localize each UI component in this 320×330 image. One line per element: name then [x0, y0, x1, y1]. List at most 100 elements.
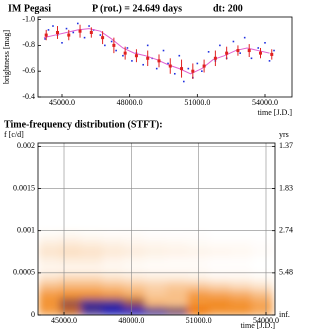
heatmap-cell [166, 239, 188, 249]
heatmap-cell [251, 281, 274, 291]
data-point [47, 29, 50, 31]
heatmap-cell [102, 230, 124, 240]
heatmap-cell [59, 298, 82, 308]
data-point [65, 27, 68, 30]
y2-tick-label: 1.83 [279, 183, 293, 192]
y-tick-label: 0.0015 [13, 183, 35, 192]
heatmap-cell [38, 264, 61, 274]
data-point [115, 49, 117, 52]
data-point [207, 51, 210, 53]
y-tick-label: -1.0 [22, 14, 35, 23]
data-point [44, 38, 46, 40]
x-axis-label: time [J.D.] [258, 108, 293, 117]
heatmap-cell [251, 255, 274, 265]
data-point [104, 44, 106, 47]
heatmap-cell [251, 239, 274, 249]
heatmap [38, 230, 274, 315]
heatmap-cell [102, 298, 124, 308]
y-tick-label: 0.001 [17, 226, 35, 235]
heatmap-cell [102, 264, 124, 274]
mean-point [146, 56, 150, 60]
mean-point [157, 59, 161, 63]
heatmap-cell [208, 298, 231, 308]
heatmap-cell [38, 230, 61, 240]
y-tick-label: -0.4 [22, 92, 35, 101]
heatmap-cell [251, 230, 274, 240]
data-point [72, 31, 75, 34]
heatmap-cell [230, 247, 252, 257]
heatmap-cell [123, 247, 146, 257]
mean-point [123, 51, 127, 55]
data-point [88, 25, 90, 27]
heatmap-cell [187, 298, 210, 308]
heatmap-cell [80, 255, 103, 265]
heatmap-cell [208, 272, 231, 282]
heatmap-cell [166, 298, 188, 308]
heatmap-cell [166, 230, 188, 240]
heatmap-cell [144, 281, 167, 291]
data-point [83, 36, 86, 39]
heatmap-cell [166, 281, 188, 291]
heatmap-cell [80, 281, 103, 291]
heatmap-cell [230, 230, 252, 240]
annotation: P (rot.) = 24.649 days [92, 3, 182, 14]
heatmap-cell [166, 255, 188, 265]
heatmap-cell [38, 255, 61, 265]
annotation: dt: 200 [213, 3, 243, 14]
heatmap-cell [230, 264, 252, 274]
mean-point [55, 30, 59, 34]
heatmap-cell [80, 298, 103, 308]
heatmap-cell [102, 281, 124, 291]
heatmap-cell [208, 264, 231, 274]
heatmap-cell [59, 247, 82, 257]
heatmap-cell [187, 289, 210, 299]
data-point [131, 60, 133, 62]
heatmap-cell [251, 247, 274, 257]
data-point [201, 70, 203, 72]
mean-point [168, 64, 172, 68]
x-tick-label: 54000.0 [253, 316, 279, 325]
heatmap-cell [187, 272, 210, 282]
y2-tick-label: 2.74 [279, 226, 293, 235]
data-point [268, 60, 271, 62]
data-point [99, 34, 102, 36]
data-point [122, 54, 124, 57]
mean-point [101, 36, 105, 40]
chart-title: IM Pegasi [8, 3, 51, 14]
data-point [167, 62, 169, 65]
y2-tick-label: 5.48 [279, 268, 293, 277]
data-point [232, 40, 235, 43]
heatmap-cell [102, 247, 124, 257]
data-point [155, 67, 158, 70]
x-tick-label: 51000.0 [184, 98, 210, 107]
mean-point [112, 43, 116, 47]
data-point [250, 57, 253, 60]
x-tick-label: 48000.0 [117, 98, 143, 107]
heatmap-cell [166, 264, 188, 274]
heatmap-cell [187, 255, 210, 265]
heatmap-cell [38, 272, 61, 282]
heatmap-cell [102, 239, 124, 249]
heatmap-cell [230, 255, 252, 265]
mean-point [67, 33, 71, 37]
plot-frame [37, 16, 293, 98]
heatmap-cell [144, 230, 167, 240]
heatmap-cell [230, 272, 252, 282]
heatmap-cell [144, 289, 167, 299]
x-tick-label: 45000.0 [51, 316, 77, 325]
mean-point [89, 30, 93, 34]
heatmap-cell [123, 281, 146, 291]
data-point [243, 36, 246, 39]
y-tick-label: 0.0005 [13, 268, 35, 277]
heatmap-cell [187, 306, 210, 315]
mean-point [247, 49, 251, 53]
mean-point [213, 56, 217, 60]
x-axis-label: time [J.D.] [241, 321, 276, 330]
heatmap-cell [38, 247, 61, 257]
heatmap-cell [144, 239, 167, 249]
plot-frame [37, 142, 276, 316]
data-point [110, 40, 113, 43]
heatmap-cell [208, 289, 231, 299]
heatmap-cell [208, 230, 231, 240]
